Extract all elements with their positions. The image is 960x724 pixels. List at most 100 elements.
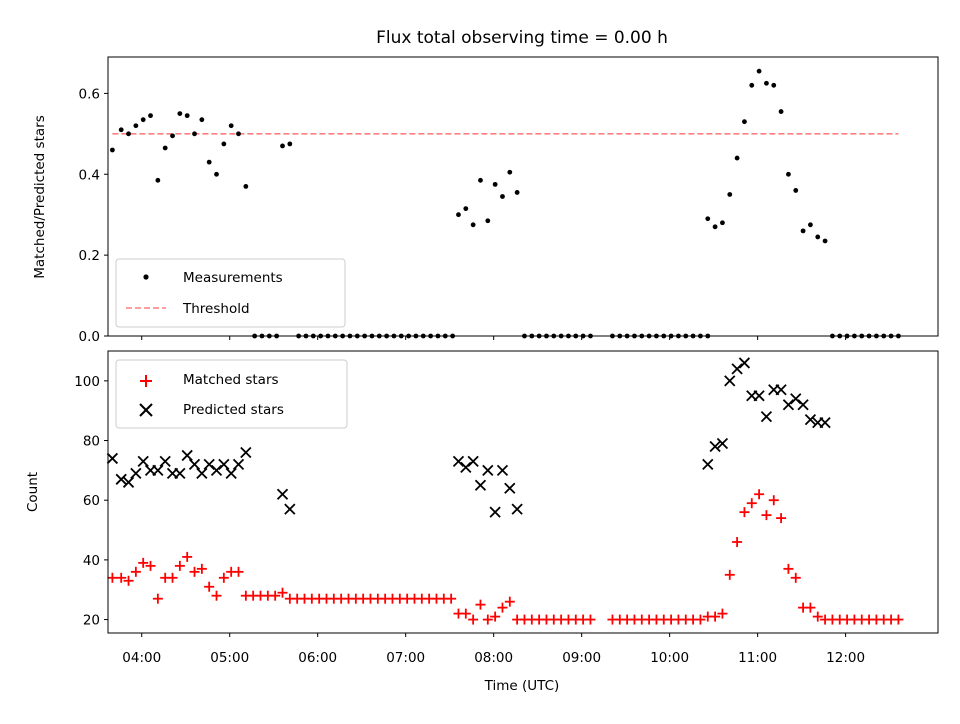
- legend-measurements-label: Measurements: [183, 270, 283, 286]
- measurement-point: [170, 133, 175, 139]
- predicted-stars-point: [106, 452, 119, 465]
- matched-stars-point: [468, 614, 479, 625]
- matched-stars-point: [145, 560, 156, 571]
- predicted-stars-point: [804, 413, 817, 426]
- matched-stars-point: [152, 593, 163, 604]
- ratio-marks: [109, 68, 901, 339]
- ratio-panel: 0.0 0.2 0.4 0.6 Matched/Predicted stars Mea…: [32, 56, 939, 345]
- matched-stars-point: [710, 611, 721, 622]
- count-legend-box: [115, 359, 348, 429]
- x-tick-label: 10:00: [650, 650, 689, 666]
- legend-measurements-marker: [143, 274, 149, 280]
- matched-stars-point: [167, 572, 178, 583]
- count-y-ticks: 20 40 60 80 100: [74, 374, 108, 629]
- ratio-legend: Measurements Threshold: [115, 258, 346, 328]
- predicted-stars-point: [709, 440, 721, 453]
- predicted-stars-point: [775, 384, 787, 396]
- measurement-point: [470, 222, 476, 228]
- predicted-stars-point: [240, 446, 252, 459]
- x-tick-label: 08:00: [474, 650, 513, 666]
- measurement-point: [771, 82, 777, 88]
- predicted-stars-point: [225, 467, 237, 479]
- x-tick-label: 09:00: [562, 650, 601, 666]
- predicted-stars-point: [174, 467, 186, 479]
- ratio-legend-box: [115, 258, 346, 328]
- matched-stars-point: [211, 590, 222, 601]
- matched-stars-point: [812, 611, 823, 622]
- matched-stars-point: [270, 590, 281, 601]
- matched-stars-point: [504, 596, 515, 607]
- measurement-point: [822, 238, 828, 244]
- x-tick-label: 06:00: [298, 650, 337, 666]
- measurement-point: [133, 123, 139, 129]
- measurement-point: [808, 222, 813, 228]
- measurement-point: [727, 192, 733, 197]
- count-legend: Matched stars Predicted stars: [115, 359, 348, 429]
- count-marks: [106, 357, 904, 625]
- matched-stars-point: [790, 572, 801, 583]
- measurement-point: [778, 109, 784, 114]
- measurement-point: [184, 113, 190, 119]
- ratio-y-tick-label: 0.0: [79, 329, 100, 345]
- matched-stars-point: [482, 614, 493, 625]
- ratio-y-ticks: 0.0 0.2 0.4 0.6: [79, 86, 108, 345]
- matched-stars-point: [123, 575, 134, 586]
- matched-stars-point: [783, 563, 794, 574]
- measurement-point: [214, 171, 219, 177]
- measurement-point: [463, 206, 469, 212]
- x-tick-label: 07:00: [386, 650, 425, 666]
- matched-stars-point: [739, 507, 750, 518]
- measurement-point: [243, 183, 249, 189]
- legend-threshold-label: Threshold: [182, 301, 250, 317]
- measurement-point: [118, 127, 124, 133]
- matched-stars-point: [717, 608, 728, 619]
- measurement-point: [287, 141, 293, 147]
- x-tick-label: 04:00: [122, 650, 161, 666]
- matched-stars-point: [893, 614, 904, 625]
- count-panel: 20 40 60 80 100 04:00 05:00 06:00 07:00 08:00 09:…: [25, 350, 939, 694]
- predicted-stars-point: [196, 467, 208, 479]
- legend-matched-label: Matched stars: [183, 372, 279, 388]
- legend-predicted-label: Predicted stars: [183, 402, 284, 418]
- count-y-tick-label: 60: [83, 493, 100, 509]
- count-y-axis-title: Count: [25, 472, 41, 512]
- matched-stars-point: [805, 602, 816, 613]
- predicted-stars-point: [284, 503, 296, 515]
- count-y-tick-label: 40: [83, 553, 100, 569]
- matched-stars-point: [277, 587, 288, 598]
- matched-stars-point: [130, 566, 141, 577]
- matched-stars-point: [475, 599, 486, 610]
- legend-predicted-marker: [139, 403, 153, 417]
- predicted-stars-point: [467, 455, 479, 468]
- predicted-stars-point: [130, 467, 142, 479]
- predicted-stars-point: [760, 411, 773, 423]
- matched-stars-point: [233, 566, 244, 577]
- predicted-stars-point: [188, 458, 201, 471]
- measurement-point: [742, 119, 747, 125]
- measurement-point: [793, 188, 799, 193]
- ratio-x-ticks: [141, 336, 847, 340]
- measurement-point: [764, 80, 769, 86]
- matched-stars-point: [174, 560, 185, 571]
- predicted-stars-point: [797, 399, 809, 411]
- matched-stars-point: [446, 593, 457, 604]
- x-tick-label: 12:00: [826, 650, 865, 666]
- measurement-point: [720, 220, 725, 226]
- matched-stars-point: [695, 614, 706, 625]
- measurement-point: [206, 159, 212, 165]
- matched-stars-point: [724, 569, 735, 580]
- predicted-stars-point: [460, 461, 472, 474]
- predicted-stars-point: [115, 473, 127, 485]
- predicted-stars-point: [276, 488, 289, 500]
- predicted-stars-point: [790, 393, 802, 405]
- matched-stars-point: [754, 489, 765, 500]
- measurement-point: [199, 117, 205, 123]
- x-tick-label: 05:00: [210, 650, 249, 666]
- measurement-point: [712, 224, 718, 230]
- measurement-point: [485, 218, 491, 224]
- predicted-stars-point: [181, 449, 193, 462]
- measurement-point: [155, 177, 161, 183]
- predicted-stars-point: [232, 458, 245, 471]
- matched-stars-point: [204, 581, 215, 592]
- measurement-point: [478, 177, 483, 183]
